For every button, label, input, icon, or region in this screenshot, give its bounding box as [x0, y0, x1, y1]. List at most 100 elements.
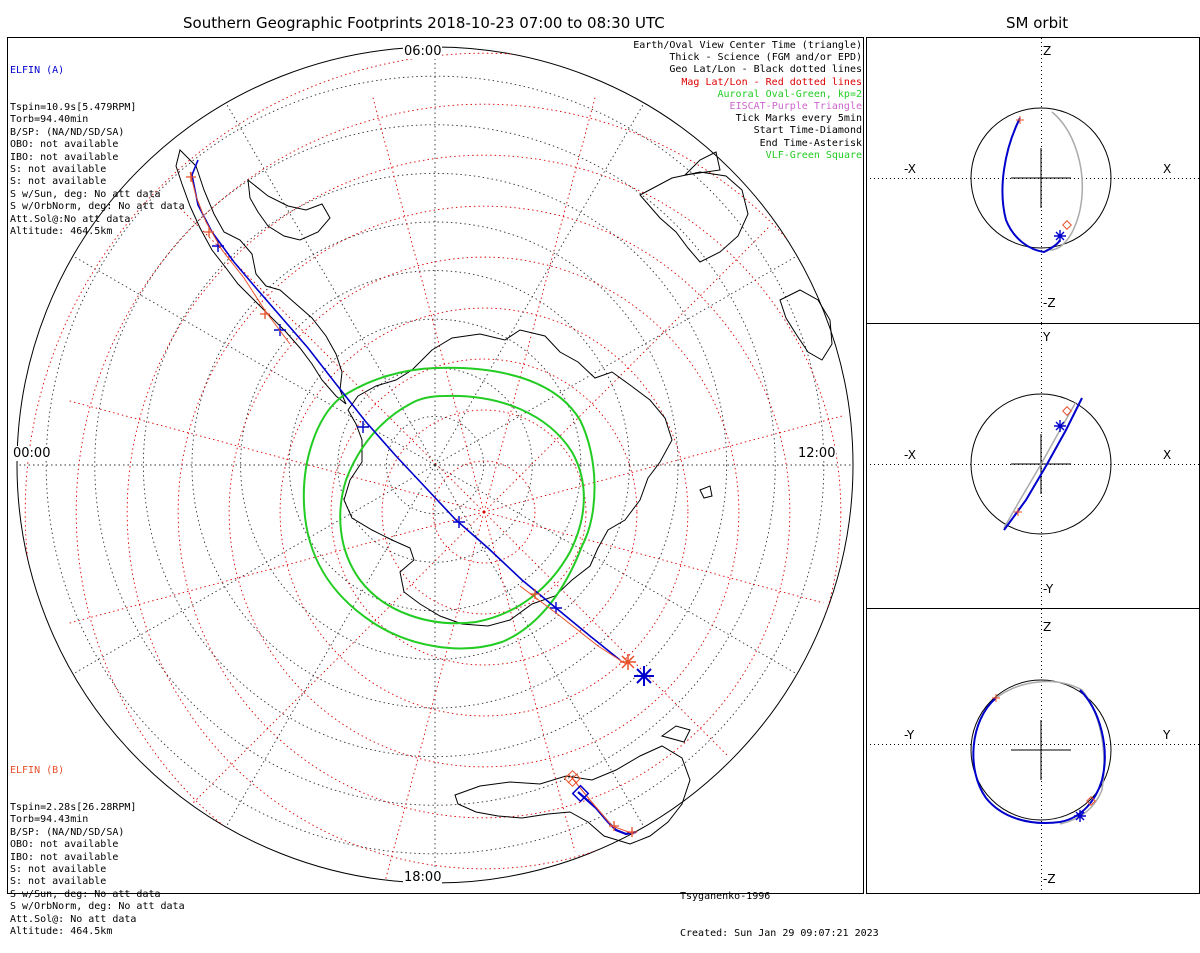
info-line: OBO: not available: [10, 139, 119, 151]
elfin-orbit: [972, 689, 1106, 824]
coastlines: [175, 149, 833, 845]
legend-item: VLF-Green Square: [765, 149, 862, 161]
orbit-end-asterisk: [1054, 230, 1066, 242]
orbit-panel-xz: [866, 38, 1200, 323]
legend-item: Tick Marks every 5min: [735, 113, 862, 125]
info-line: S: not available: [10, 864, 107, 876]
orbit-tick: [992, 694, 1000, 702]
clock-label-left: 00:00: [12, 446, 52, 461]
elfin-b-name: ELFIN (B): [10, 764, 65, 776]
elfin-a-end-asterisk: [634, 666, 654, 686]
info-line: IBO: not available: [10, 851, 119, 863]
coastline-south-america-west: [247, 178, 331, 241]
earth-circle: [970, 679, 1112, 821]
info-line: Att.Sol@:No att data: [10, 213, 131, 225]
elfin-a-tick: [357, 421, 369, 433]
info-line: B/SP: (NA/ND/SD/SA): [10, 826, 125, 838]
geo-latitude-circle: [45, 75, 825, 855]
orbit-axis-label-bottom: -Z: [1043, 872, 1056, 886]
info-line: S w/Sun, deg: No att data: [10, 888, 161, 900]
coastline-africa-tip: [639, 171, 749, 263]
map-frame: [7, 37, 864, 894]
info-line: Att.Sol@: No att data: [10, 913, 137, 925]
info-line: S: not available: [10, 176, 107, 188]
auroral-oval-inner: [339, 394, 585, 625]
orbit-start-diamond: [1062, 406, 1072, 416]
coastline-africa-east: [683, 151, 721, 176]
orbit-title: SM orbit: [1006, 14, 1069, 32]
orbit-axis-label-right: X: [1163, 448, 1172, 462]
info-line: S: not available: [10, 164, 107, 176]
coastline-australia: [454, 745, 691, 845]
elfin-orbit: [1003, 397, 1083, 531]
elfin-b-start-cross: [567, 773, 578, 784]
elfin-a-track: [191, 159, 621, 661]
clock-label-right: 12:00: [797, 446, 837, 461]
geo-latitude-circle: [385, 415, 485, 515]
geo-meridian: [434, 464, 645, 828]
other-orbit: [1049, 111, 1084, 251]
legend-item: Thick - Science (FGM and/or EPD): [669, 52, 862, 64]
elfin-a-name: ELFIN (A): [10, 64, 65, 76]
orbit-axis-label-top: Z: [1043, 620, 1052, 634]
mag-meridian: [179, 207, 485, 513]
orbit-axis-label-left: -Y: [904, 728, 915, 742]
info-line: B/SP: (NA/ND/SD/SA): [10, 126, 125, 138]
info-line: IBO: not available: [10, 151, 119, 163]
legend-item: Geo Lat/Lon - Black dotted lines: [669, 64, 862, 76]
mag-latitude-circle: [24, 52, 853, 883]
mag-meridian: [483, 511, 576, 852]
orbit-axis-label-right: Y: [1163, 728, 1171, 742]
legend-item: EISCAT-Purple Triangle: [729, 101, 862, 113]
geo-meridian: [434, 255, 798, 466]
geo-latitude-circle: [337, 367, 533, 563]
elfin-a-tick: [550, 602, 562, 614]
info-line: Altitude: 464.5km: [10, 226, 113, 238]
orbit-axis-label-left: -X: [904, 162, 916, 176]
legend: Earth/Oval View Center Time (triangle) Th…: [633, 40, 862, 162]
mag-latitude-circle: [330, 358, 638, 666]
mag-meridian: [384, 511, 485, 881]
geo-meridian: [434, 464, 798, 675]
orbit-end-asterisk: [1074, 810, 1086, 822]
elfin-a-tick: [453, 516, 465, 528]
mag-latitude-circle: [432, 460, 536, 564]
orbit-axis-label-bottom: -Z: [1043, 296, 1056, 310]
coastline-madagascar: [779, 289, 833, 361]
coastline-island-1: [699, 485, 713, 499]
orbit-end-asterisk: [1054, 420, 1066, 432]
earth-circle: [970, 393, 1112, 535]
legend-item: End Time-Asterisk: [759, 137, 862, 149]
orbit-start-diamond: [1062, 220, 1072, 230]
footer: Tsyganenko-1996 Created: Sun Jan 29 09:0…: [680, 866, 879, 953]
orbit-axis-label-top: Z: [1043, 44, 1052, 58]
geo-meridian: [225, 102, 436, 466]
info-line: S w/OrbNorm, deg: No att data: [10, 901, 185, 913]
elfin-a-info: ELFIN (A) Tspin=10.9s[5.479RPM] Torb=94.4…: [10, 40, 185, 251]
created-label: Created: Sun Jan 29 09:07:21 2023: [680, 928, 879, 940]
orbit-frame: [866, 37, 1200, 894]
geo-meridian: [434, 102, 645, 466]
info-line: Tspin=10.9s[5.479RPM]: [10, 102, 137, 114]
legend-item: Start Time-Diamond: [753, 125, 862, 137]
mag-meridian: [68, 511, 485, 624]
elfin-b-tick-lower: [609, 821, 619, 831]
geo-latitude-circle: [288, 318, 582, 612]
earth-circle: [970, 107, 1112, 249]
mag-latitude-circle: [279, 307, 689, 717]
orbit-tick: [1014, 508, 1022, 516]
orbit-start-diamond: [1086, 796, 1096, 806]
auroral-ovals: [302, 366, 596, 650]
orbit-axis-label-right: X: [1163, 162, 1172, 176]
elfin-b-tick: [530, 589, 540, 599]
elfin-b-ticks: [186, 172, 540, 599]
mag-latitude-circle: [126, 154, 842, 870]
orbit-axis-label-top: Y: [1043, 330, 1051, 344]
orbit-axis-label-bottom: -Y: [1043, 582, 1054, 596]
elfin-b-info: ELFIN (B) Tspin=2.28s[26.28RPM] Torb=94.4…: [10, 740, 185, 951]
elfin-a-lines: Tspin=10.9s[5.479RPM] Torb=94.40min B/SP: …: [10, 102, 185, 238]
legend-item: Mag Lat/Lon - Red dotted lines: [681, 76, 862, 88]
mag-latitude-circle: [75, 103, 853, 883]
geo-meridian: [72, 464, 436, 675]
earth-cross: [1011, 720, 1071, 780]
